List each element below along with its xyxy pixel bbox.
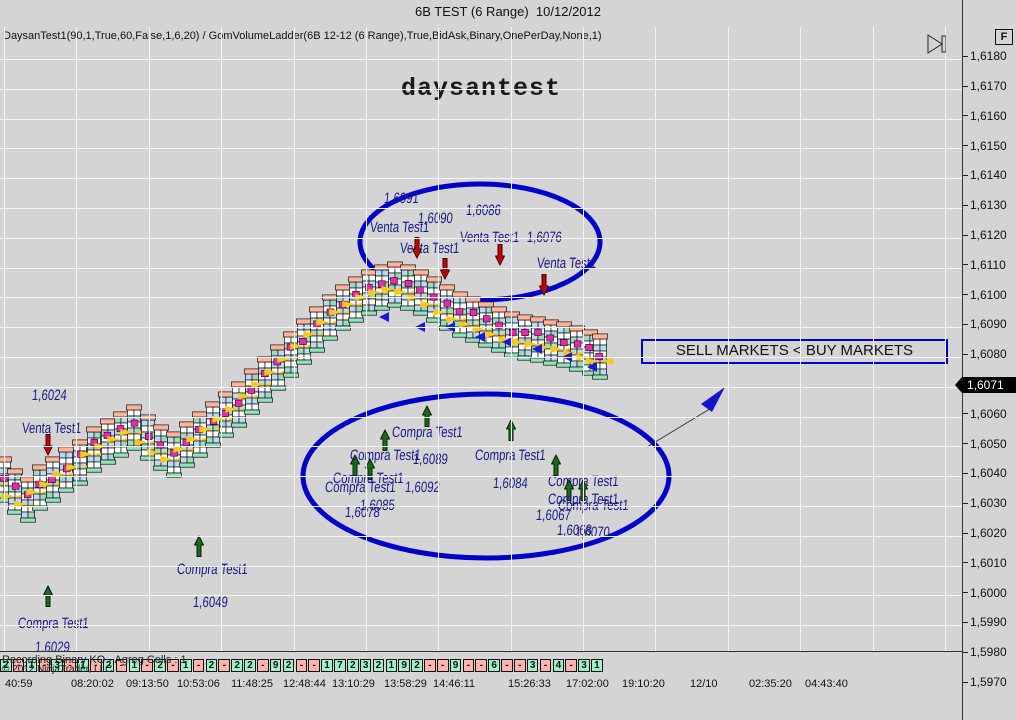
svg-text:1,6071: 1,6071 <box>967 378 1004 392</box>
